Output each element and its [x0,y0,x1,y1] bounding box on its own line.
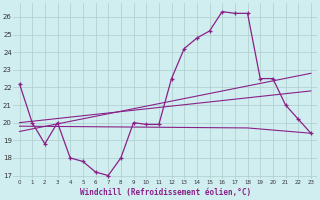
X-axis label: Windchill (Refroidissement éolien,°C): Windchill (Refroidissement éolien,°C) [80,188,251,197]
